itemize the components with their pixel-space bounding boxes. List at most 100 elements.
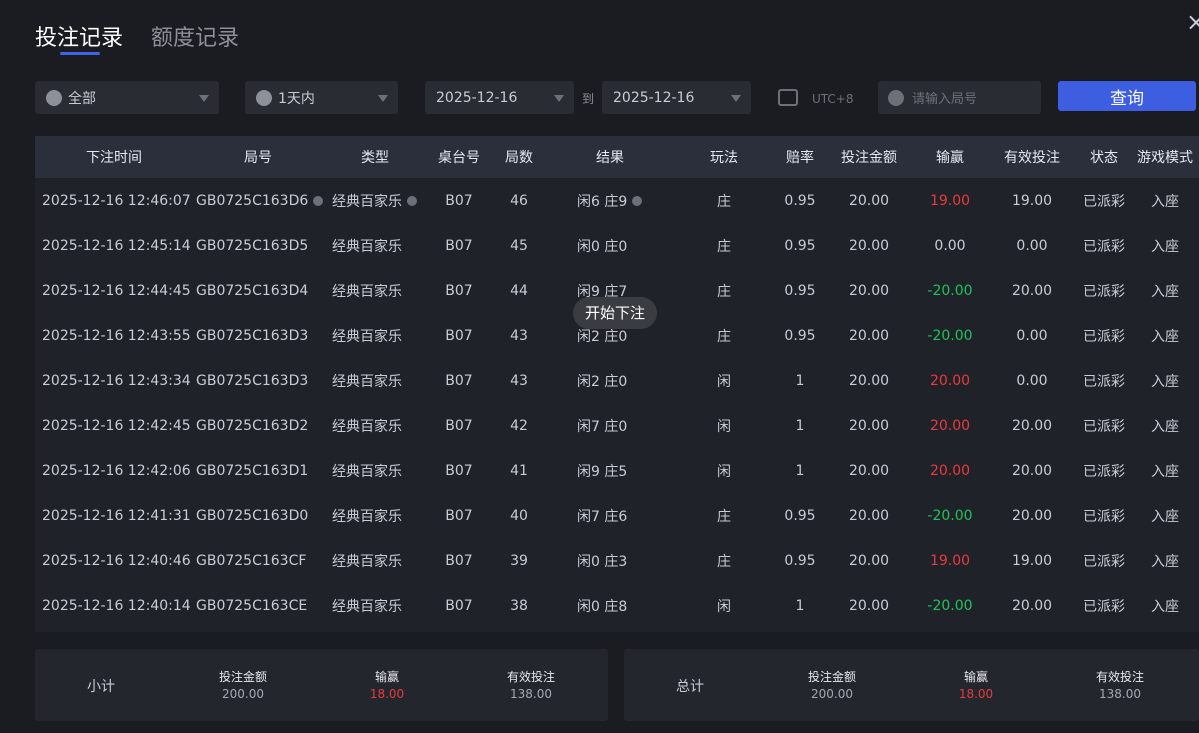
table-cell: 庄 xyxy=(717,328,731,345)
table-cell: 入座 xyxy=(1151,418,1179,435)
table-row[interactable]: 2025-12-16 12:44:45 GB0725C163D4 经典百家乐 B07 4… xyxy=(35,268,1199,313)
table-cell: 已派彩 xyxy=(1083,238,1125,255)
query-button[interactable]: 查询 xyxy=(1058,81,1196,111)
table-row[interactable]: 2025-12-16 12:42:06 GB0725C163D1 经典百家乐 B07 4… xyxy=(35,448,1199,493)
table-cell: 闲0 庄0 xyxy=(577,238,628,255)
table-cell: B07 xyxy=(445,192,473,209)
summary-item-value: 18.00 xyxy=(369,687,405,701)
table-cell: 2025-12-16 12:42:45 xyxy=(42,417,191,434)
date-to-label: 到 xyxy=(582,92,595,106)
table-cell: 已派彩 xyxy=(1083,418,1125,435)
caret xyxy=(731,94,741,102)
table-cell: 入座 xyxy=(1151,283,1179,300)
table-cell: 闲 xyxy=(717,418,731,435)
caret xyxy=(378,94,388,102)
info-icon[interactable] xyxy=(313,195,324,206)
table-cell: 已派彩 xyxy=(1083,373,1125,390)
table-row[interactable]: 2025-12-16 12:46:07 GB0725C163D6 经典百家乐 B07 4… xyxy=(35,178,1199,223)
table-cell: 20.00 xyxy=(929,462,971,479)
tab[interactable]: 额度记录 xyxy=(151,26,240,51)
table-cell: 1 xyxy=(795,597,805,614)
table-cell: B07 xyxy=(445,372,473,389)
table-cell: 2025-12-16 12:46:07 xyxy=(42,192,191,209)
table-cell: 入座 xyxy=(1151,373,1179,390)
table-cell: 闲9 庄5 xyxy=(577,463,628,480)
table-cell: GB0725C163D0 xyxy=(196,507,309,524)
summary-box: 小计 投注金额 200.00 输赢 18.00 有效投注 138.00 xyxy=(35,649,608,721)
summary-item-label: 输赢 xyxy=(374,670,399,684)
table-cell: 1 xyxy=(795,372,805,389)
table-cell: 0.00 xyxy=(1016,237,1048,254)
table-cell: 经典百家乐 xyxy=(332,553,402,570)
info-icon[interactable] xyxy=(407,195,417,206)
table-row[interactable]: 2025-12-16 12:40:14 GB0725C163CE 经典百家乐 B07 3… xyxy=(35,583,1199,628)
calendar-icon[interactable] xyxy=(778,89,798,106)
table-cell: 经典百家乐 xyxy=(332,238,402,255)
table-cell: 2025-12-16 12:43:34 xyxy=(42,372,191,389)
table-cell: 42 xyxy=(510,417,528,434)
table-cell: 46 xyxy=(510,192,528,209)
column-header: 赔率 xyxy=(786,150,814,166)
table-cell: 经典百家乐 xyxy=(332,373,402,390)
table-row[interactable]: 2025-12-16 12:42:45 GB0725C163D2 经典百家乐 B07 4… xyxy=(35,403,1199,448)
table-cell: 43 xyxy=(510,372,528,389)
summary-label: 总计 xyxy=(676,679,704,695)
table-cell: 44 xyxy=(510,282,528,299)
game-select[interactable]: 全部 xyxy=(35,81,219,114)
table-cell: 闲2 庄0 xyxy=(577,373,628,390)
round-input[interactable]: 请输入局号 xyxy=(878,81,1041,114)
date-to[interactable]: 2025-12-16 xyxy=(602,81,751,114)
table-cell: 入座 xyxy=(1151,508,1179,525)
table-cell: GB0725C163D4 xyxy=(196,282,309,299)
table-cell: 经典百家乐 xyxy=(332,328,402,345)
table-cell: GB0725C163D1 xyxy=(196,462,309,479)
table-row[interactable]: 2025-12-16 12:41:31 GB0725C163D0 经典百家乐 B07 4… xyxy=(35,493,1199,538)
table-cell: 19.00 xyxy=(929,552,971,569)
table-cell: 闲 xyxy=(717,598,731,615)
table-cell: B07 xyxy=(445,507,473,524)
table-cell: 经典百家乐 xyxy=(332,598,402,615)
close-button[interactable]: × xyxy=(1186,8,1199,36)
table-cell: 闲0 庄8 xyxy=(577,598,628,615)
table-cell: 1 xyxy=(795,462,805,479)
table-cell: GB0725C163D5 xyxy=(196,237,309,254)
info-icon[interactable] xyxy=(632,195,643,206)
summary-item-label: 投注金额 xyxy=(218,670,267,684)
table-cell: 20.00 xyxy=(1011,462,1053,479)
table-row[interactable]: 2025-12-16 12:43:34 GB0725C163D3 经典百家乐 B07 4… xyxy=(35,358,1199,403)
table-cell: GB0725C163D3 xyxy=(196,372,309,389)
date-from[interactable]: 2025-12-16 xyxy=(425,81,574,114)
icon xyxy=(46,89,62,106)
table-cell: 20.00 xyxy=(848,372,890,389)
table-cell: 0.00 xyxy=(934,237,966,254)
table-row[interactable]: 2025-12-16 12:43:55 GB0725C163D3 经典百家乐 B07 4… xyxy=(35,313,1199,358)
column-header: 局号 xyxy=(244,150,272,166)
table-cell: B07 xyxy=(445,462,473,479)
table-cell: 20.00 xyxy=(848,282,890,299)
table-cell: 入座 xyxy=(1151,463,1179,480)
table-cell: 45 xyxy=(510,237,528,254)
period-select[interactable]: 1天内 xyxy=(245,81,398,114)
table-cell: 闲2 庄0 xyxy=(577,328,628,345)
column-header: 结果 xyxy=(596,150,624,166)
table-cell: 20.00 xyxy=(1011,282,1053,299)
table-cell: 2025-12-16 12:44:45 xyxy=(42,282,191,299)
summary-item-value: 138.00 xyxy=(510,687,552,701)
table-cell: 0.95 xyxy=(784,327,816,344)
table-cell: 已派彩 xyxy=(1083,508,1125,525)
tab-active[interactable]: 投注记录 xyxy=(35,26,124,51)
table-cell: 经典百家乐 xyxy=(332,178,417,223)
table-row[interactable]: 2025-12-16 12:40:46 GB0725C163CF 经典百家乐 B07 3… xyxy=(35,538,1199,583)
table-cell: 经典百家乐 xyxy=(332,283,402,300)
table-cell: 0.95 xyxy=(784,282,816,299)
summary-item-value: 18.00 xyxy=(958,687,994,701)
table-cell: 闲7 庄0 xyxy=(577,418,628,435)
table-cell: 庄 xyxy=(717,553,731,570)
table-cell: B07 xyxy=(445,417,473,434)
table-cell: 2025-12-16 12:40:46 xyxy=(42,552,191,569)
table-cell: 已派彩 xyxy=(1083,328,1125,345)
table-row[interactable]: 2025-12-16 12:45:14 GB0725C163D5 经典百家乐 B07 4… xyxy=(35,223,1199,268)
column-header: 局数 xyxy=(505,150,533,166)
table-cell: 入座 xyxy=(1151,553,1179,570)
table-cell: 庄 xyxy=(717,238,731,255)
